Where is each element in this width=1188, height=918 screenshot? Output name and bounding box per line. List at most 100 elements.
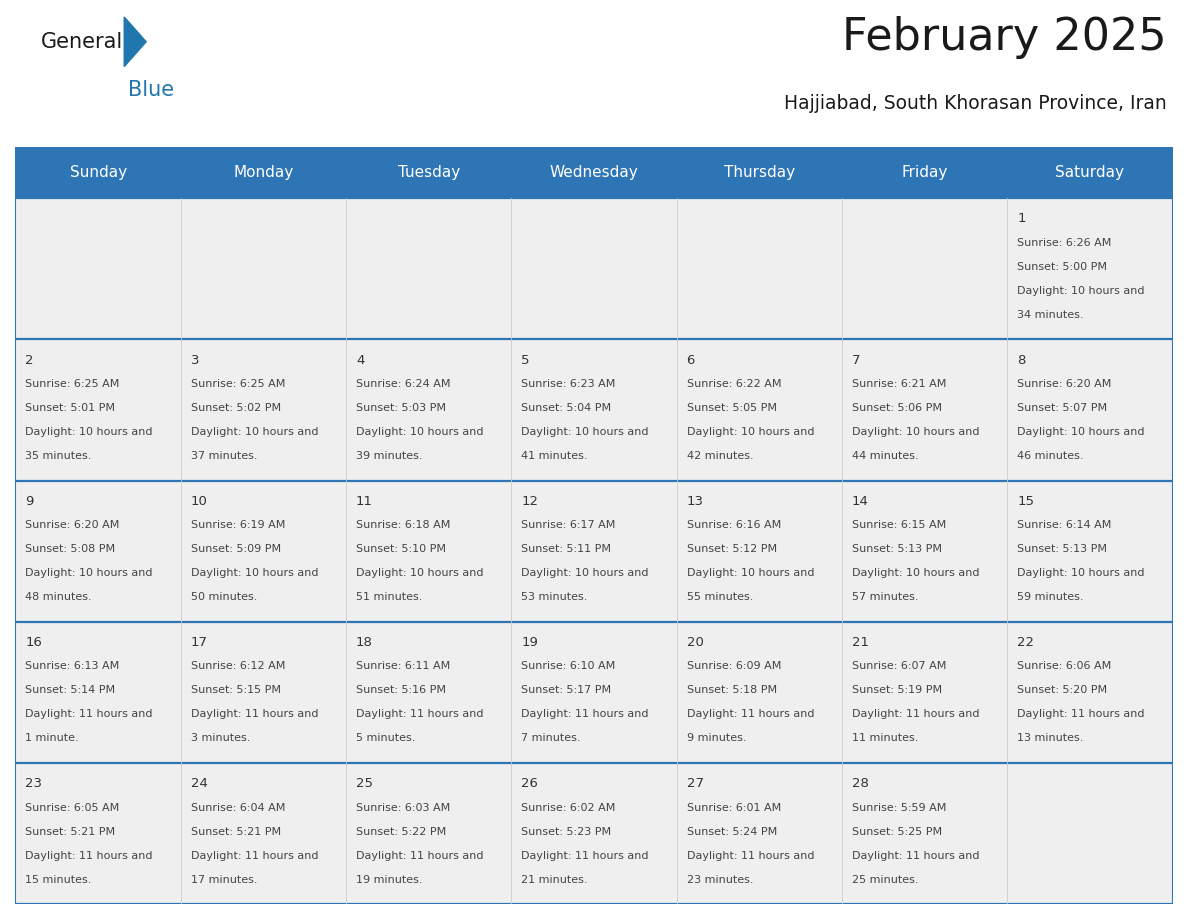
- Text: Sunrise: 6:21 AM: Sunrise: 6:21 AM: [852, 379, 947, 389]
- Text: Sunrise: 5:59 AM: Sunrise: 5:59 AM: [852, 802, 947, 812]
- Text: 57 minutes.: 57 minutes.: [852, 592, 918, 602]
- Bar: [15, 481, 1173, 621]
- Text: Daylight: 10 hours and: Daylight: 10 hours and: [190, 427, 318, 437]
- Text: 25: 25: [356, 778, 373, 790]
- Text: 1 minute.: 1 minute.: [25, 733, 78, 744]
- Text: 11 minutes.: 11 minutes.: [852, 733, 918, 744]
- Text: Sunrise: 6:20 AM: Sunrise: 6:20 AM: [1017, 379, 1112, 389]
- Text: Sunset: 5:13 PM: Sunset: 5:13 PM: [852, 544, 942, 554]
- Text: 41 minutes.: 41 minutes.: [522, 451, 588, 461]
- Text: Sunrise: 6:18 AM: Sunrise: 6:18 AM: [356, 521, 450, 531]
- Text: Daylight: 11 hours and: Daylight: 11 hours and: [852, 851, 979, 860]
- Text: Sunset: 5:18 PM: Sunset: 5:18 PM: [687, 686, 777, 696]
- Text: Sunset: 5:03 PM: Sunset: 5:03 PM: [356, 403, 446, 413]
- Text: General: General: [40, 32, 124, 51]
- Text: Daylight: 11 hours and: Daylight: 11 hours and: [852, 710, 979, 720]
- Text: 8: 8: [1017, 353, 1025, 366]
- Text: 55 minutes.: 55 minutes.: [687, 592, 753, 602]
- Text: Daylight: 10 hours and: Daylight: 10 hours and: [522, 427, 649, 437]
- Text: Sunset: 5:10 PM: Sunset: 5:10 PM: [356, 544, 446, 554]
- Text: Sunset: 5:06 PM: Sunset: 5:06 PM: [852, 403, 942, 413]
- Text: 21: 21: [852, 636, 868, 649]
- Text: 51 minutes.: 51 minutes.: [356, 592, 423, 602]
- Text: Daylight: 10 hours and: Daylight: 10 hours and: [356, 568, 484, 578]
- Text: Daylight: 11 hours and: Daylight: 11 hours and: [356, 710, 484, 720]
- Text: Sunset: 5:11 PM: Sunset: 5:11 PM: [522, 544, 612, 554]
- Text: 39 minutes.: 39 minutes.: [356, 451, 423, 461]
- Text: 44 minutes.: 44 minutes.: [852, 451, 918, 461]
- Text: Sunrise: 6:01 AM: Sunrise: 6:01 AM: [687, 802, 781, 812]
- Text: Daylight: 10 hours and: Daylight: 10 hours and: [1017, 427, 1145, 437]
- Text: Sunrise: 6:07 AM: Sunrise: 6:07 AM: [852, 661, 947, 671]
- Text: Daylight: 11 hours and: Daylight: 11 hours and: [687, 710, 814, 720]
- Text: Daylight: 11 hours and: Daylight: 11 hours and: [25, 851, 153, 860]
- Text: Daylight: 11 hours and: Daylight: 11 hours and: [356, 851, 484, 860]
- Text: 17 minutes.: 17 minutes.: [190, 875, 257, 885]
- Text: 15: 15: [1017, 495, 1035, 508]
- Text: Sunrise: 6:03 AM: Sunrise: 6:03 AM: [356, 802, 450, 812]
- Text: 28: 28: [852, 778, 868, 790]
- Text: Sunset: 5:20 PM: Sunset: 5:20 PM: [1017, 686, 1107, 696]
- Text: Sunrise: 6:23 AM: Sunrise: 6:23 AM: [522, 379, 615, 389]
- Text: 50 minutes.: 50 minutes.: [190, 592, 257, 602]
- Text: Daylight: 10 hours and: Daylight: 10 hours and: [852, 568, 979, 578]
- Text: Wednesday: Wednesday: [550, 165, 638, 180]
- Text: Sunset: 5:04 PM: Sunset: 5:04 PM: [522, 403, 612, 413]
- Text: Sunset: 5:13 PM: Sunset: 5:13 PM: [1017, 544, 1107, 554]
- Text: Sunrise: 6:13 AM: Sunrise: 6:13 AM: [25, 661, 120, 671]
- Text: Monday: Monday: [233, 165, 293, 180]
- Text: Daylight: 11 hours and: Daylight: 11 hours and: [190, 710, 318, 720]
- Text: Sunset: 5:22 PM: Sunset: 5:22 PM: [356, 826, 447, 836]
- Text: Daylight: 11 hours and: Daylight: 11 hours and: [522, 851, 649, 860]
- Text: Sunrise: 6:04 AM: Sunrise: 6:04 AM: [190, 802, 285, 812]
- Text: Sunset: 5:24 PM: Sunset: 5:24 PM: [687, 826, 777, 836]
- Text: Sunrise: 6:20 AM: Sunrise: 6:20 AM: [25, 521, 120, 531]
- Text: 5: 5: [522, 353, 530, 366]
- Text: Sunrise: 6:25 AM: Sunrise: 6:25 AM: [190, 379, 285, 389]
- Text: 10: 10: [190, 495, 208, 508]
- Text: Saturday: Saturday: [1055, 165, 1124, 180]
- Polygon shape: [125, 17, 146, 67]
- Text: 23 minutes.: 23 minutes.: [687, 875, 753, 885]
- Text: Sunset: 5:15 PM: Sunset: 5:15 PM: [190, 686, 280, 696]
- Text: 21 minutes.: 21 minutes.: [522, 875, 588, 885]
- Text: 5 minutes.: 5 minutes.: [356, 733, 416, 744]
- Text: Sunrise: 6:16 AM: Sunrise: 6:16 AM: [687, 521, 781, 531]
- Text: Sunset: 5:05 PM: Sunset: 5:05 PM: [687, 403, 777, 413]
- Text: 48 minutes.: 48 minutes.: [25, 592, 91, 602]
- Text: 9 minutes.: 9 minutes.: [687, 733, 746, 744]
- Text: Daylight: 11 hours and: Daylight: 11 hours and: [1017, 710, 1145, 720]
- Text: 20: 20: [687, 636, 703, 649]
- Text: 19: 19: [522, 636, 538, 649]
- Text: Sunrise: 6:14 AM: Sunrise: 6:14 AM: [1017, 521, 1112, 531]
- Text: Sunset: 5:16 PM: Sunset: 5:16 PM: [356, 686, 446, 696]
- Text: 7: 7: [852, 353, 860, 366]
- Text: 24: 24: [190, 778, 208, 790]
- Text: 42 minutes.: 42 minutes.: [687, 451, 753, 461]
- Bar: [15, 621, 1173, 763]
- Text: Daylight: 10 hours and: Daylight: 10 hours and: [687, 427, 814, 437]
- Text: 46 minutes.: 46 minutes.: [1017, 451, 1083, 461]
- Text: Daylight: 11 hours and: Daylight: 11 hours and: [687, 851, 814, 860]
- Text: 19 minutes.: 19 minutes.: [356, 875, 423, 885]
- Text: Sunrise: 6:05 AM: Sunrise: 6:05 AM: [25, 802, 120, 812]
- Text: Sunrise: 6:24 AM: Sunrise: 6:24 AM: [356, 379, 450, 389]
- Text: Daylight: 11 hours and: Daylight: 11 hours and: [25, 710, 153, 720]
- Text: Sunrise: 6:11 AM: Sunrise: 6:11 AM: [356, 661, 450, 671]
- Text: Sunrise: 6:19 AM: Sunrise: 6:19 AM: [190, 521, 285, 531]
- Text: Sunday: Sunday: [70, 165, 127, 180]
- Text: Sunset: 5:14 PM: Sunset: 5:14 PM: [25, 686, 115, 696]
- Text: 6: 6: [687, 353, 695, 366]
- Text: 4: 4: [356, 353, 365, 366]
- Text: Daylight: 10 hours and: Daylight: 10 hours and: [356, 427, 484, 437]
- Text: 11: 11: [356, 495, 373, 508]
- Text: Daylight: 10 hours and: Daylight: 10 hours and: [522, 568, 649, 578]
- Text: 2: 2: [25, 353, 34, 366]
- Text: Sunrise: 6:09 AM: Sunrise: 6:09 AM: [687, 661, 781, 671]
- Text: 18: 18: [356, 636, 373, 649]
- Text: Sunset: 5:19 PM: Sunset: 5:19 PM: [852, 686, 942, 696]
- Text: 37 minutes.: 37 minutes.: [190, 451, 257, 461]
- Text: Sunset: 5:25 PM: Sunset: 5:25 PM: [852, 826, 942, 836]
- Text: 7 minutes.: 7 minutes.: [522, 733, 581, 744]
- Text: Sunset: 5:02 PM: Sunset: 5:02 PM: [190, 403, 280, 413]
